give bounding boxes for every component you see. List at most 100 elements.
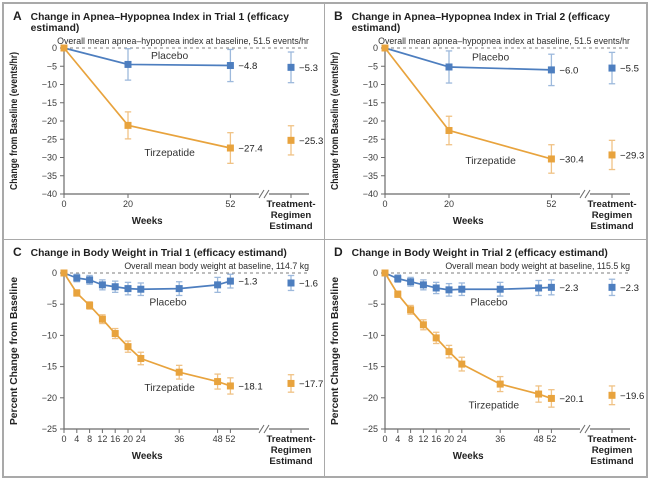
y-tick-label: −5 bbox=[368, 61, 378, 71]
panel-letter: A bbox=[13, 9, 22, 23]
placebo-marker bbox=[496, 285, 504, 293]
x-axis-title: Weeks bbox=[132, 216, 163, 227]
placebo-marker bbox=[432, 284, 440, 292]
tirzepatide-marker bbox=[407, 306, 415, 314]
placebo-marker bbox=[111, 283, 119, 291]
x-tick-label: 4 bbox=[74, 434, 79, 444]
placebo-marker bbox=[73, 274, 81, 282]
x-tick-label: 8 bbox=[87, 434, 92, 444]
y-tick-label: −5 bbox=[368, 299, 378, 309]
y-tick-label: −30 bbox=[42, 153, 57, 163]
tirzepatide-marker bbox=[226, 144, 234, 152]
tirzepatide-line bbox=[63, 47, 231, 149]
axis-break bbox=[584, 189, 591, 199]
estimand-axis-label: Regimen bbox=[271, 445, 312, 456]
tirzepatide-marker bbox=[73, 289, 81, 297]
tirzepatide-marker bbox=[214, 378, 222, 386]
panel-c-header: C Change in Body Weight in Trial 1 (effi… bbox=[4, 240, 324, 259]
tirzepatide-estimand-marker bbox=[287, 136, 295, 144]
x-tick-label: 36 bbox=[495, 434, 505, 444]
x-tick-label: 48 bbox=[213, 434, 223, 444]
placebo-end-label: −1.3 bbox=[238, 277, 257, 288]
tirzepatide-estimand-marker bbox=[608, 151, 616, 159]
panel-c: C Change in Body Weight in Trial 1 (effi… bbox=[4, 240, 325, 476]
tirzepatide-estimand-label: −29.3 bbox=[620, 150, 644, 161]
tirzepatide-series-label: Tirzepatide bbox=[144, 148, 195, 159]
y-axis-title: Change from Baseline (events/hr) bbox=[9, 52, 20, 190]
tirzepatide-estimand-label: −25.3 bbox=[299, 136, 323, 147]
x-tick-label: 36 bbox=[174, 434, 184, 444]
placebo-estimand-label: −5.5 bbox=[620, 64, 639, 75]
axis-break bbox=[258, 424, 265, 434]
tirzepatide-marker bbox=[60, 269, 68, 277]
baseline-note: Overall mean body weight at baseline, 11… bbox=[124, 261, 309, 271]
panel-letter: B bbox=[334, 9, 343, 23]
tirzepatide-line bbox=[384, 47, 552, 160]
series-placebo: −6.0 −5.5 Placebo bbox=[381, 44, 639, 87]
placebo-marker bbox=[535, 284, 543, 292]
panel-d-header: D Change in Body Weight in Trial 2 (effi… bbox=[325, 240, 646, 259]
y-tick-label: 0 bbox=[52, 268, 57, 278]
placebo-marker bbox=[226, 277, 234, 285]
placebo-end-label: −6.0 bbox=[559, 65, 578, 76]
tirzepatide-marker bbox=[124, 121, 132, 129]
estimand-axis-label: Treatment- bbox=[266, 199, 315, 210]
x-tick-label: 48 bbox=[534, 434, 544, 444]
x-tick-label: 52 bbox=[546, 199, 556, 209]
y-tick-label: −10 bbox=[42, 80, 57, 90]
y-tick-label: 0 bbox=[52, 43, 57, 53]
panel-a-header: A Change in Apnea–Hypopnea Index in Tria… bbox=[4, 4, 324, 34]
tirzepatide-marker bbox=[111, 330, 119, 338]
y-tick-label: −15 bbox=[42, 362, 57, 372]
axis-break bbox=[584, 424, 591, 434]
placebo-series-label: Placebo bbox=[151, 51, 188, 62]
x-axis-title: Weeks bbox=[453, 451, 484, 462]
x-tick-label: 4 bbox=[395, 434, 400, 444]
tirzepatide-line bbox=[63, 272, 231, 387]
x-tick-label: 0 bbox=[382, 199, 387, 209]
y-axis-title: Change from Baseline (events/hr) bbox=[330, 52, 341, 190]
placebo-estimand-marker bbox=[608, 64, 616, 72]
series-placebo: −1.3 −1.6 Placebo bbox=[60, 269, 318, 308]
placebo-estimand-marker bbox=[608, 283, 616, 291]
estimand-axis-label: Treatment- bbox=[266, 434, 315, 445]
x-axis-title: Weeks bbox=[453, 216, 484, 227]
y-tick-label: −10 bbox=[42, 330, 57, 340]
y-tick-label: −5 bbox=[47, 299, 57, 309]
tirzepatide-estimand-marker bbox=[287, 379, 295, 387]
y-axis-title: Percent Change from Baseline bbox=[330, 276, 341, 425]
y-tick-label: −5 bbox=[47, 61, 57, 71]
y-tick-label: −25 bbox=[363, 134, 378, 144]
tirzepatide-marker bbox=[381, 44, 389, 52]
placebo-line bbox=[384, 47, 552, 71]
estimand-axis-label: Regimen bbox=[271, 210, 312, 221]
placebo-marker bbox=[547, 283, 555, 291]
x-tick-label: 8 bbox=[408, 434, 413, 444]
panel-b: B Change in Apnea–Hypopnea Index in Tria… bbox=[325, 4, 646, 240]
y-tick-label: −15 bbox=[363, 362, 378, 372]
y-tick-label: −10 bbox=[363, 80, 378, 90]
tirzepatide-estimand-marker bbox=[608, 391, 616, 399]
series-placebo: −2.3 −2.3 Placebo bbox=[381, 269, 639, 308]
estimand-axis-label: Treatment- bbox=[587, 199, 636, 210]
panel-c-chart: Overall mean body weight at baseline, 11… bbox=[9, 261, 323, 467]
x-tick-label: 52 bbox=[546, 434, 556, 444]
baseline-note: Overall mean apnea–hypopnea index at bas… bbox=[57, 36, 309, 46]
panel-title: Change in Body Weight in Trial 2 (effica… bbox=[351, 248, 608, 259]
panel-d: D Change in Body Weight in Trial 2 (effi… bbox=[325, 240, 646, 476]
tirzepatide-marker bbox=[60, 44, 68, 52]
tirzepatide-marker bbox=[86, 301, 94, 309]
placebo-line bbox=[384, 272, 552, 291]
y-tick-label: −35 bbox=[363, 171, 378, 181]
x-tick-label: 12 bbox=[97, 434, 107, 444]
placebo-marker bbox=[419, 281, 427, 289]
panel-title: Change in Body Weight in Trial 1 (effica… bbox=[30, 248, 287, 259]
y-tick-label: −35 bbox=[42, 171, 57, 181]
x-tick-label: 52 bbox=[225, 434, 235, 444]
tirzepatide-marker bbox=[445, 348, 453, 356]
y-tick-label: −25 bbox=[42, 424, 57, 434]
tirzepatide-marker bbox=[458, 360, 466, 368]
placebo-marker bbox=[124, 60, 132, 68]
placebo-estimand-marker bbox=[287, 279, 295, 287]
